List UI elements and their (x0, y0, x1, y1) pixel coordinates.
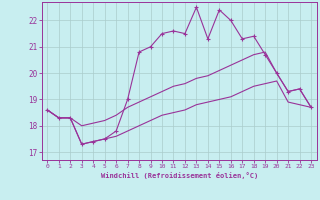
X-axis label: Windchill (Refroidissement éolien,°C): Windchill (Refroidissement éolien,°C) (100, 172, 258, 179)
